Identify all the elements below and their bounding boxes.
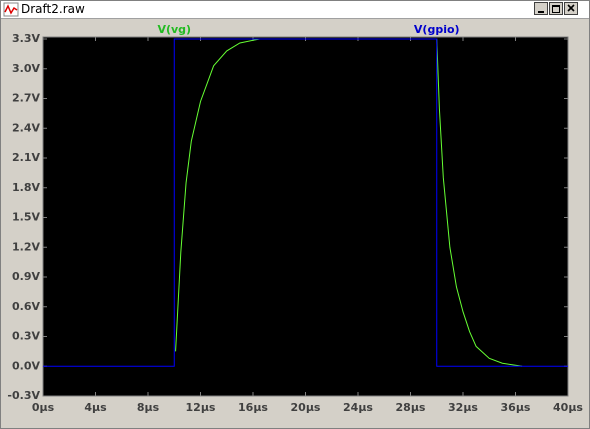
y-tick-label: 0.3V [12, 330, 40, 343]
y-tick-label: 1.2V [12, 240, 40, 253]
x-tick-label: 12µs [186, 401, 216, 414]
minimize-button[interactable] [534, 2, 548, 15]
y-tick-label: 0.6V [12, 300, 40, 313]
x-tick-label: 8µs [137, 401, 160, 414]
legend-label: V(gpio) [414, 23, 460, 36]
y-tick-label: 2.7V [12, 92, 40, 105]
close-button[interactable] [564, 2, 578, 15]
x-tick-label: 36µs [501, 401, 531, 414]
x-tick-label: 40µs [553, 401, 583, 414]
x-tick-label: 32µs [448, 401, 478, 414]
y-tick-label: 1.5V [12, 211, 40, 224]
x-tick-label: 20µs [291, 401, 321, 414]
x-tick-label: 4µs [84, 401, 107, 414]
x-tick-label: 0µs [32, 401, 55, 414]
plot-area [42, 36, 569, 397]
maximize-button[interactable] [549, 2, 563, 15]
title-bar: Draft2.raw [1, 1, 589, 19]
x-tick-label: 24µs [343, 401, 373, 414]
y-tick-label: -0.3V [7, 389, 40, 402]
y-tick-label: 2.4V [12, 121, 40, 134]
x-tick-label: 28µs [396, 401, 426, 414]
x-tick-label: 16µs [238, 401, 268, 414]
chart: -0.3V 0.0V 0.3V 0.6V 0.9V 1.2V 1.5V 1.8V 2.1V 2.4… [7, 23, 583, 414]
y-tick-label: 3.3V [12, 32, 40, 45]
y-tick-label: 0.0V [12, 359, 40, 372]
y-tick-label: 2.1V [12, 151, 40, 164]
y-tick-label: 1.8V [12, 181, 40, 194]
window-title: Draft2.raw [21, 2, 85, 16]
series-line [175, 38, 523, 367]
legend-label: V(vg) [157, 23, 191, 36]
series-line [43, 38, 568, 367]
y-tick-label: 0.9V [12, 270, 40, 283]
app-icon [3, 2, 19, 17]
y-tick-label: 3.0V [12, 62, 40, 75]
